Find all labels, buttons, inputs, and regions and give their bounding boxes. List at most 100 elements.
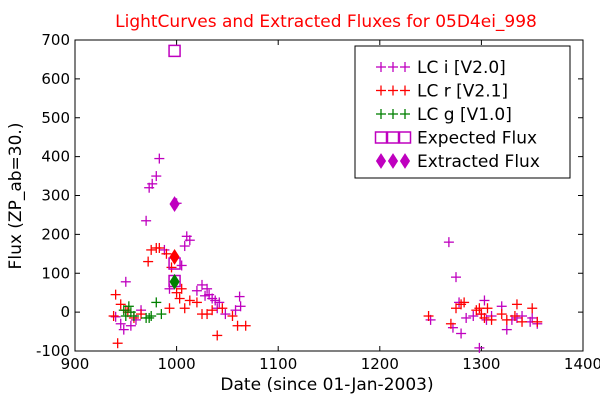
point-lc-r-v2-1	[479, 312, 490, 323]
point-extracted-flux	[169, 248, 180, 265]
point-lc-r-v2-1	[451, 303, 461, 314]
point-lc-r-v2-1	[217, 303, 228, 314]
data-marks	[108, 44, 543, 353]
legend-marker-extracted-flux	[399, 153, 411, 169]
point-lc-i-v2-0	[151, 171, 162, 182]
point-lc-r-v2-1	[176, 283, 187, 294]
point-lc-r-v2-1	[179, 303, 190, 314]
point-lc-r-v2-1	[511, 299, 522, 310]
y-tick-label: 300	[41, 187, 70, 205]
point-lc-r-v2-1	[207, 305, 218, 316]
legend-marker-lc-r-v2-1	[400, 85, 410, 96]
point-lc-i-v2-0	[527, 312, 538, 323]
point-lc-r-v2-1	[527, 303, 538, 314]
legend-marker-expected-flux	[374, 131, 388, 144]
y-tick-label: 600	[41, 70, 70, 88]
legend-marker-lc-i-v2-0	[388, 62, 398, 72]
point-lc-i-v2-0	[443, 237, 454, 248]
y-tick-label: 400	[41, 148, 70, 166]
point-lc-i-v2-0	[179, 241, 190, 252]
y-axis-label: Flux (ZP_ab=30.)	[6, 123, 26, 270]
point-lc-i-v2-0	[461, 312, 472, 323]
y-tick-label: 700	[41, 31, 70, 49]
point-lc-i-v2-0	[474, 342, 485, 353]
point-lc-r-v2-1	[459, 297, 470, 308]
point-lc-r-v2-1	[136, 309, 147, 320]
point-lc-i-v2-0	[184, 235, 195, 246]
point-lc-i-v2-0	[235, 301, 246, 312]
legend-marker-expected-flux	[398, 131, 412, 144]
x-tick-label: 1400	[564, 355, 600, 373]
point-lc-i-v2-0	[197, 279, 207, 290]
point-lc-r-v2-1	[108, 311, 119, 322]
point-lc-r-v2-1	[445, 318, 456, 329]
x-axis-label: Date (since 01-Jan-2003)	[220, 375, 433, 395]
point-lc-i-v2-0	[210, 295, 221, 306]
point-lc-r-v2-1	[112, 338, 123, 349]
point-lc-i-v2-0	[110, 311, 121, 322]
point-lc-r-v2-1	[517, 316, 528, 327]
x-tick-label: 900	[61, 355, 90, 373]
point-lc-r-v2-1	[146, 244, 157, 255]
legend-marker-lc-g-v1-0	[376, 109, 386, 119]
point-lc-i-v2-0	[141, 215, 152, 226]
point-lc-i-v2-0	[511, 312, 522, 323]
x-tick-label: 1000	[158, 355, 196, 373]
point-lc-g-v1-0	[118, 305, 129, 316]
point-lc-i-v2-0	[154, 153, 165, 164]
point-lc-r-v2-1	[227, 311, 238, 322]
point-lc-r-v2-1	[240, 320, 251, 331]
legend-label-lc-g-v1-0: LC g [V1.0]	[417, 105, 512, 125]
point-lc-r-v2-1	[161, 248, 172, 259]
point-lc-i-v2-0	[125, 320, 136, 331]
y-tick-label: 100	[41, 264, 70, 282]
legend-marker-lc-g-v1-0	[388, 109, 398, 119]
point-lc-g-v1-0	[128, 311, 139, 322]
point-lc-r-v2-1	[110, 289, 121, 300]
point-lc-r-v2-1	[154, 242, 165, 253]
legend-marker-lc-g-v1-0	[400, 109, 410, 119]
chart-title: LightCurves and Extracted Fluxes for 05D…	[115, 12, 537, 32]
point-lc-i-v2-0	[234, 291, 245, 302]
point-lc-i-v2-0	[115, 318, 126, 329]
point-lc-r-v2-1	[143, 256, 154, 267]
point-lc-g-v1-0	[156, 309, 167, 320]
point-lc-r-v2-1	[532, 316, 543, 327]
point-lc-i-v2-0	[118, 324, 129, 335]
point-lc-i-v2-0	[200, 290, 211, 301]
point-lc-r-v2-1	[509, 311, 520, 322]
point-lc-i-v2-0	[191, 285, 202, 296]
point-lc-r-v2-1	[501, 314, 512, 325]
point-lc-i-v2-0	[451, 272, 461, 283]
point-lc-i-v2-0	[468, 311, 479, 322]
legend-marker-lc-i-v2-0	[376, 62, 386, 72]
point-lc-g-v1-0	[151, 297, 162, 308]
point-lc-r-v2-1	[482, 303, 493, 314]
point-lc-i-v2-0	[120, 276, 131, 287]
point-expected-flux	[168, 44, 181, 58]
legend-marker-lc-i-v2-0	[400, 62, 410, 72]
point-lc-i-v2-0	[501, 324, 512, 335]
point-lc-r-v2-1	[202, 309, 213, 320]
y-tick-label: -100	[36, 342, 70, 360]
x-tick-label: 1200	[361, 355, 399, 373]
point-lc-g-v1-0	[144, 312, 155, 323]
legend-marker-expected-flux	[386, 131, 400, 144]
legend: LC i [V2.0] LC r [V2.1] LC g [V1.0] Expecte…	[354, 45, 571, 179]
point-lc-r-v2-1	[486, 314, 497, 325]
legend-label-lc-i-v2-0: LC i [V2.0]	[417, 58, 506, 78]
legend-marker-extracted-flux	[375, 153, 387, 169]
point-lc-i-v2-0	[456, 328, 467, 339]
y-tick-label: 200	[41, 225, 70, 243]
point-lc-i-v2-0	[479, 295, 490, 306]
point-lc-g-v1-0	[146, 311, 157, 322]
point-lc-i-v2-0	[147, 178, 158, 189]
legend-marker-lc-r-v2-1	[376, 85, 386, 96]
point-lc-r-v2-1	[166, 262, 177, 273]
point-lc-r-v2-1	[191, 297, 202, 308]
point-lc-r-v2-1	[174, 293, 185, 304]
legend-label-lc-r-v2-1: LC r [V2.1]	[417, 82, 508, 102]
point-extracted-flux	[169, 196, 180, 212]
axis-ticks: 900 1000 1100 1200 1300 1400 -100 0 100 200 300 400…	[36, 31, 600, 373]
